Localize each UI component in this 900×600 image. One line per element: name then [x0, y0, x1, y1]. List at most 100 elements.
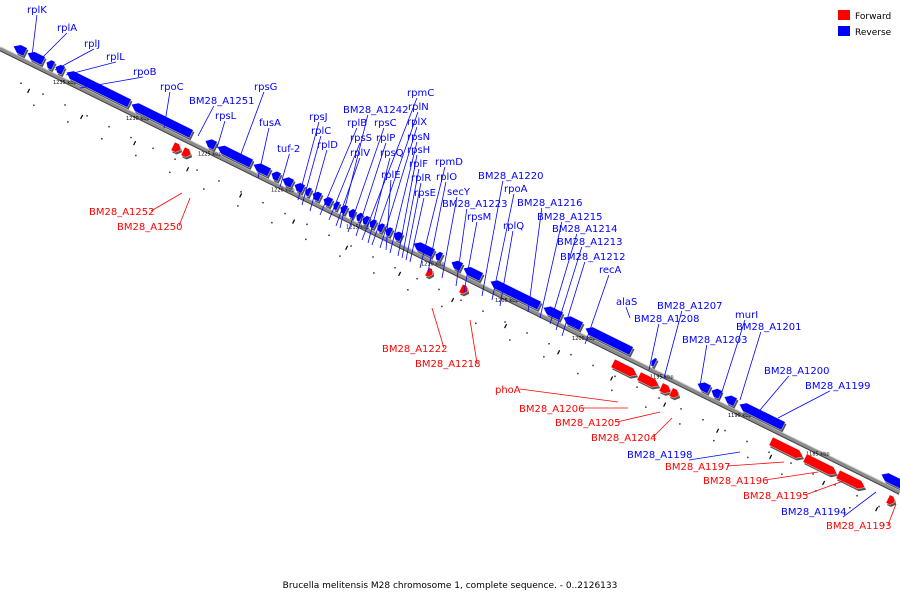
reverse-gene-label-leader	[37, 32, 68, 63]
reverse-gene-label-leader	[163, 91, 171, 129]
forward-gene-shape	[802, 453, 838, 476]
tick-dot	[636, 386, 638, 388]
tick-dot	[724, 429, 726, 432]
tick-dot	[203, 188, 205, 190]
forward-gene-shape	[885, 494, 896, 506]
reverse-gene-shape	[739, 402, 786, 431]
tick-dot	[262, 201, 264, 204]
tick-dot	[680, 408, 682, 410]
reverse-gene-shape	[271, 171, 282, 182]
forward-gene-shape	[424, 267, 434, 278]
reverse-gene-label-leader	[699, 344, 708, 387]
kbp-label: 1185 kbp	[806, 452, 830, 458]
reverse-gene-label-leader	[371, 111, 419, 246]
reverse-gene-label-leader	[385, 179, 392, 251]
tick-dot	[746, 440, 748, 443]
reverse-gene-label-leader	[441, 196, 458, 279]
reverse-gene-label: rpoA	[504, 184, 528, 195]
tick-mark	[663, 402, 667, 407]
reverse-gene-label-leader	[584, 274, 610, 345]
reverse-gene-label: rplK	[27, 5, 47, 16]
reverse-gene-label-leader	[389, 141, 418, 254]
tick-dot	[441, 305, 443, 308]
tick-dot	[196, 169, 198, 171]
reverse-gene-label-leader	[549, 233, 578, 325]
tick-dot	[108, 125, 110, 128]
tick-dots	[20, 82, 885, 526]
forward-gene-shape	[610, 358, 638, 377]
tick-dot	[614, 375, 616, 378]
tick-dot	[135, 154, 137, 157]
forward-gene-label: BM28_A1205	[555, 418, 621, 429]
tick-dot	[812, 473, 814, 475]
tick-dot	[305, 238, 307, 241]
reverse-gene-label: rpsN	[407, 132, 430, 143]
tick-dot	[152, 147, 154, 150]
reverse-gene-shape	[711, 388, 723, 400]
reverse-gene-label-leader	[339, 114, 369, 229]
map-caption: Brucella melitensis M28 chromosome 1, co…	[283, 581, 618, 591]
reverse-gene-label: rplV	[350, 148, 370, 159]
reverse-gene-label: rplP	[376, 133, 395, 144]
reverse-gene-shape	[217, 145, 254, 168]
reverse-gene-label: rplD	[317, 140, 338, 151]
reverse-gene-label: rpsJ	[309, 112, 328, 123]
kbp-label: 1205 kbp	[495, 298, 519, 304]
tick-dot	[460, 299, 462, 302]
reverse-gene-label: BM28_A1251	[189, 96, 255, 107]
reverse-gene-shape	[362, 215, 371, 226]
tick-dot	[878, 505, 880, 508]
reverse-gene-label-leader	[561, 261, 586, 337]
tick-dot	[64, 104, 66, 106]
backbone-shadow	[0, 50, 900, 495]
kbp-label: 1220 kbp	[271, 188, 295, 194]
reverse-gene-label-leader	[31, 14, 38, 57]
forward-gene-label-leader	[178, 197, 191, 227]
forward-gene-label-leader	[519, 388, 619, 403]
kbp-label: 1190 kbp	[728, 413, 752, 419]
reverse-gene-label-leader	[367, 157, 391, 244]
forward-gene-label-leader	[764, 471, 819, 481]
forward-gene-shape	[170, 141, 182, 153]
reverse-gene-label: rpsL	[215, 111, 237, 122]
reverse-gene-label-leader	[54, 48, 95, 71]
tick-dot	[394, 267, 396, 269]
tick-dot	[543, 356, 545, 358]
reverse-gene-label-leader	[625, 306, 631, 319]
reverse-gene-shape	[253, 163, 272, 177]
reverse-gene-label-leader	[688, 451, 741, 461]
reverse-gene-label-leader	[257, 127, 270, 179]
reverse-gene-shape	[282, 176, 295, 189]
reverse-gene-shape	[305, 187, 313, 198]
reverse-gene-label: rpoB	[133, 67, 157, 78]
tick-mark	[822, 480, 826, 486]
tick-dot	[781, 473, 783, 475]
forward-gene-shape	[668, 387, 680, 399]
tick-dot	[475, 322, 477, 324]
reverse-gene-label: rpsG	[254, 82, 277, 93]
reverse-gene-shape	[650, 357, 658, 368]
reverse-gene-label-leader	[648, 323, 660, 371]
reverse-gene-label: BM28_A1212	[560, 252, 626, 263]
reverse-gene-label: BM28_A1203	[682, 335, 748, 346]
forward-gene-shape	[458, 283, 469, 295]
legend-reverse-swatch	[838, 26, 850, 36]
tick-dot	[856, 495, 858, 497]
reverse-gene-label-leader	[499, 230, 514, 307]
reverse-gene-label: BM28_A1207	[657, 301, 723, 312]
reverse-gene-shape	[205, 138, 218, 151]
reverse-gene-label-leader	[216, 120, 226, 149]
tick-mark	[451, 297, 455, 303]
backbone-band	[0, 46, 900, 495]
kbp-scale-labels: 1235 kbp 1230 kbp 1225 kbp 1220 kbp 1215 kbp…	[53, 80, 830, 457]
reverse-gene-label: BM28_A1214	[552, 224, 618, 235]
reverse-gene-label: rpsM	[467, 212, 491, 223]
reverse-gene-label: rplA	[57, 23, 77, 34]
kbp-label: 1225 kbp	[198, 152, 222, 158]
reverse-gene-label-leader	[405, 182, 422, 261]
forward-gene-label-leader	[726, 461, 785, 467]
tick-dot	[747, 456, 749, 459]
forward-gene-label: phoA	[495, 385, 521, 396]
reverse-gene-label: BM28_A1213	[557, 237, 623, 248]
